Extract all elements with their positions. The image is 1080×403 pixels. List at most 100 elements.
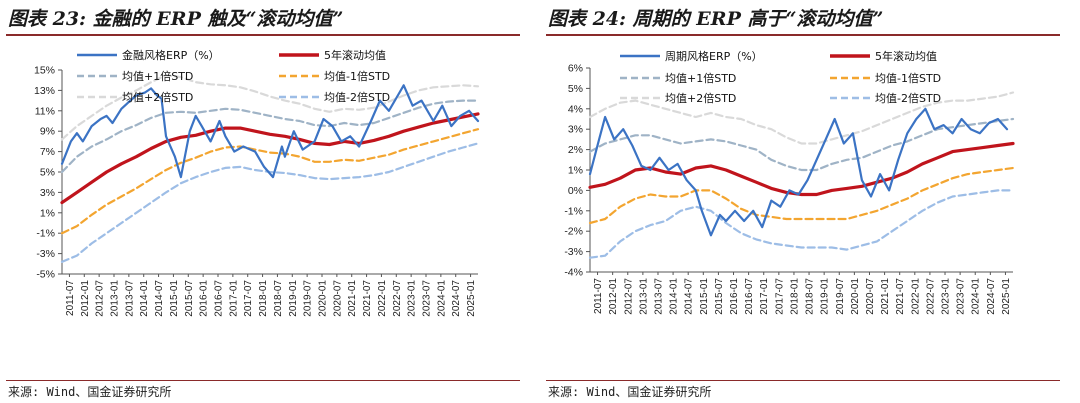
series-line-minus1	[60, 128, 480, 235]
series-line-erp	[60, 84, 480, 179]
x-tick-label: 2023-01	[407, 280, 418, 317]
title-divider	[6, 34, 520, 36]
x-tick-label: 2021-01	[880, 278, 891, 315]
chart-title: 图表 23: 金融的 ERP 触及“滚动均值”	[8, 8, 344, 30]
y-tick-label: 2%	[568, 144, 583, 156]
x-tick-label: 2021-07	[895, 278, 906, 315]
series-line-mean	[60, 112, 480, 205]
legend-label-minus2: 均值-2倍STD	[324, 90, 390, 104]
x-tick-label: 2017-07	[774, 278, 785, 315]
x-tick-label: 2014-07	[684, 278, 695, 315]
y-tick-label: -3%	[36, 248, 55, 260]
x-tick-label: 2013-01	[638, 278, 649, 315]
legend-label-minus1: 均值-1倍STD	[324, 69, 390, 83]
x-tick-label: 2014-01	[669, 278, 680, 315]
y-tick-label: 5%	[568, 83, 583, 95]
legend-label-plus2: 均值+2倍STD	[665, 91, 736, 105]
legend-label-plus1: 均值+1倍STD	[122, 69, 193, 83]
y-tick-label: 3%	[568, 124, 583, 136]
legend-label-mean: 5年滚动均值	[324, 48, 386, 62]
series-line-mean	[588, 141, 1015, 197]
x-tick-label: 2013-07	[124, 280, 135, 317]
legend-label-mean: 5年滚动均值	[875, 49, 937, 63]
x-tick-label: 2012-07	[623, 278, 634, 315]
x-tick-label: 2012-01	[608, 278, 619, 315]
x-tick-label: 2019-01	[820, 278, 831, 315]
y-tick-label: -1%	[36, 228, 55, 240]
chart-panel-financial: 图表 23: 金融的 ERP 触及“滚动均值” 15% 13% 11% 9% 7% 5% 3…	[6, 8, 520, 399]
series-line-minus1	[588, 166, 1015, 225]
x-tick-label: 2015-07	[184, 280, 195, 317]
x-tick-label: 2016-07	[744, 278, 755, 315]
series-line-minus2	[588, 189, 1015, 259]
x-tick-label: 2020-07	[865, 278, 876, 315]
legend-label-plus2: 均值+2倍STD	[122, 90, 193, 104]
y-tick-label: 7%	[40, 146, 55, 158]
chart-source: 来源: Wind、国金证券研究所	[548, 385, 712, 399]
x-tick-label: 2021-01	[347, 280, 358, 317]
x-tick-label: 2016-01	[199, 280, 210, 317]
x-tick-label: 2013-07	[653, 278, 664, 315]
x-tick-label: 2012-01	[80, 280, 91, 317]
x-tick-label: 2019-07	[303, 280, 314, 317]
x-tick-label: 2022-01	[377, 280, 388, 317]
source-divider	[6, 380, 520, 381]
x-tick-label: 2022-01	[910, 278, 921, 315]
title-divider	[546, 34, 1060, 36]
series-line-plus1	[60, 99, 480, 174]
x-tick-label: 2020-01	[318, 280, 329, 317]
y-tick-label: -2%	[564, 226, 583, 238]
series-line-erp	[588, 107, 1009, 237]
series-line-plus2	[60, 73, 480, 141]
x-tick-label: 2015-01	[169, 280, 180, 317]
x-tick-label: 2015-01	[699, 278, 710, 315]
x-tick-label: 2025-01	[1001, 278, 1012, 315]
x-tick-label: 2013-01	[110, 280, 121, 317]
legend-label-plus1: 均值+1倍STD	[665, 71, 736, 85]
erp-line-chart-financial: 15% 13% 11% 9% 7% 5% 3% 1% -1% -3% -5% 2011-07 2012-…	[34, 48, 480, 317]
y-tick-label: -1%	[564, 205, 583, 217]
x-tick-label: 2016-01	[729, 278, 740, 315]
y-tick-label: 1%	[40, 207, 55, 219]
x-tick-label: 2022-07	[925, 278, 936, 315]
y-tick-label: -4%	[564, 267, 583, 279]
legend-label-minus2: 均值-2倍STD	[875, 91, 941, 105]
legend-label-erp: 金融风格ERP（%）	[122, 48, 220, 62]
x-tick-label: 2018-07	[273, 280, 284, 317]
y-tick-label: 15%	[34, 65, 55, 77]
x-tick-label: 2023-07	[956, 278, 967, 315]
source-divider	[546, 380, 1060, 381]
x-tick-label: 2018-01	[258, 280, 269, 317]
x-tick-label: 2018-07	[805, 278, 816, 315]
erp-line-chart-cyclical: 6% 5% 4% 3% 2% 1% 0% -1% -2% -3% -4% 2011-07 2012-01…	[564, 49, 1015, 315]
x-tick-label: 2012-07	[95, 280, 106, 317]
y-tick-label: -5%	[36, 269, 55, 281]
legend-label-minus1: 均值-1倍STD	[875, 71, 941, 85]
series-line-plus2	[588, 91, 1015, 145]
y-tick-label: 11%	[35, 105, 55, 117]
x-tick-label: 2017-01	[759, 278, 770, 315]
x-tick-label: 2016-07	[214, 280, 225, 317]
y-tick-label: 3%	[40, 187, 55, 199]
x-tick-label: 2024-07	[451, 280, 462, 317]
x-tick-label: 2017-07	[243, 280, 254, 317]
y-tick-label: -3%	[564, 246, 583, 258]
x-tick-label: 2024-01	[971, 278, 982, 315]
chart-panel-cyclical: 图表 24: 周期的 ERP 高于“滚动均值” 6% 5% 4% 3% 2% 1% 0% -1…	[540, 0, 1080, 403]
x-tick-label: 2014-01	[139, 280, 150, 317]
y-tick-label: 13%	[34, 85, 55, 97]
series-line-plus1	[588, 117, 1015, 172]
x-tick-label: 2022-07	[392, 280, 403, 317]
x-tick-label: 2019-01	[288, 280, 299, 317]
chart-title: 图表 24: 周期的 ERP 高于“滚动均值”	[548, 8, 884, 30]
x-tick-label: 2023-01	[941, 278, 952, 315]
y-tick-label: 5%	[40, 167, 55, 179]
x-tick-label: 2019-07	[835, 278, 846, 315]
y-tick-label: 1%	[568, 165, 583, 177]
y-tick-label: 6%	[568, 63, 583, 75]
x-tick-label: 2024-07	[986, 278, 997, 315]
x-tick-label: 2015-07	[714, 278, 725, 315]
y-tick-label: 9%	[40, 126, 55, 138]
x-tick-label: 2018-01	[789, 278, 800, 315]
x-tick-label: 2024-01	[436, 280, 447, 317]
